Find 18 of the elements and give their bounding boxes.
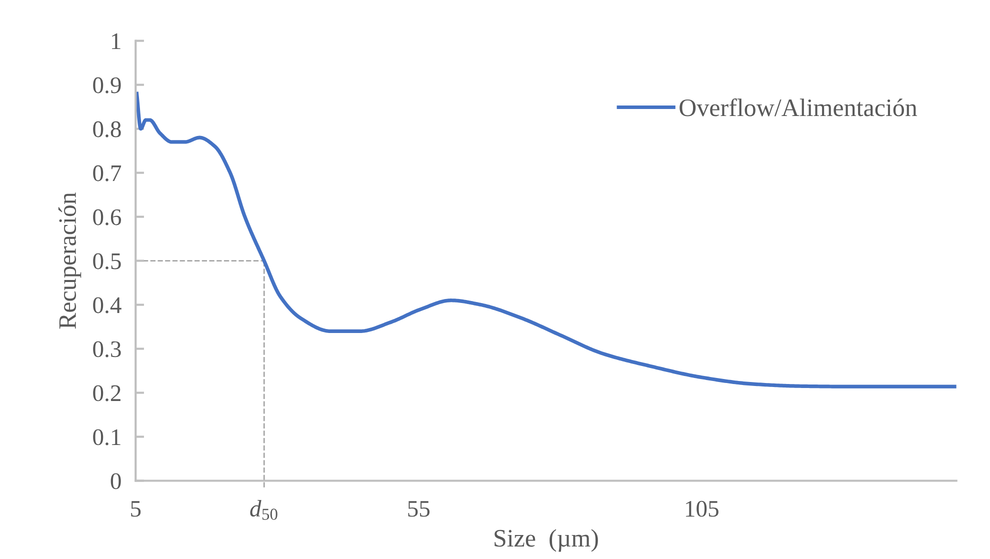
x-tick-label: 105 — [686, 500, 718, 517]
y-tick-label: 0.4 — [93, 297, 122, 314]
y-tick-label: 0.2 — [93, 385, 120, 402]
y-tick-label: 0.5 — [93, 253, 121, 270]
y-tick-label: 0.9 — [93, 77, 121, 94]
y-tick-label: 0.8 — [93, 121, 121, 138]
x-tick-label: 5 — [131, 501, 141, 517]
y-tick-label: 0.1 — [93, 429, 120, 446]
y-tick-label: 0 — [110, 473, 121, 490]
y-axis-title: Recuperación — [58, 192, 82, 329]
y-tick-label: 0.7 — [93, 165, 122, 182]
y-tick-label: 0.6 — [93, 209, 122, 226]
x-axis-title: Size (µm) — [494, 529, 598, 552]
y-tick-label: 0.3 — [93, 341, 121, 358]
ref-line-label: d$_{50}$ — [250, 500, 278, 520]
legend-label: Overflow/Alimentación — [680, 98, 918, 116]
x-tick-label: 55 — [408, 501, 430, 517]
y-tick-label: 1 — [112, 33, 120, 49]
